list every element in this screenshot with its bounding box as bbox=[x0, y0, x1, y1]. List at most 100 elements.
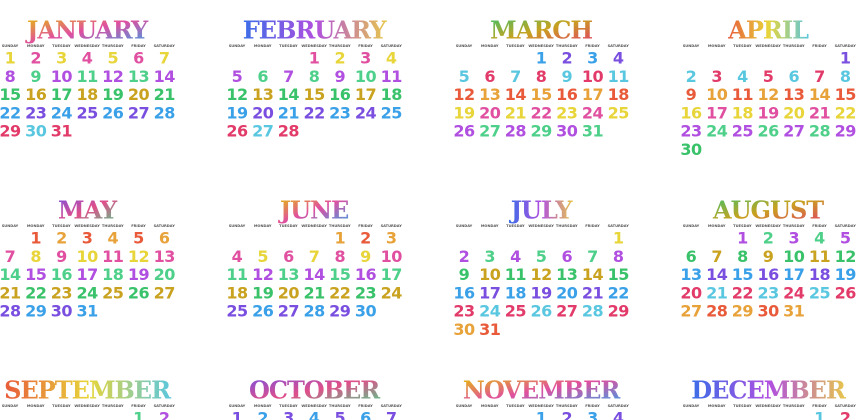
day-number: 13 bbox=[556, 265, 577, 284]
weekday-label: SUNDAY bbox=[229, 44, 246, 48]
day-number: 16 bbox=[25, 85, 47, 104]
day-number: 24 bbox=[381, 283, 403, 302]
day-number: 5 bbox=[334, 409, 345, 420]
day-number: 25 bbox=[608, 103, 630, 122]
weekday-label: FRIDAY bbox=[358, 224, 373, 228]
day-number: 19 bbox=[128, 265, 150, 284]
day-number: 4 bbox=[814, 229, 825, 248]
day-number: 1 bbox=[133, 409, 144, 420]
day-number: 31 bbox=[51, 122, 73, 141]
day-number: 8 bbox=[334, 247, 345, 266]
weekday-label: SUNDAY bbox=[2, 404, 19, 408]
day-number: 9 bbox=[56, 247, 67, 266]
weekday-label: THURSDAY bbox=[102, 404, 124, 408]
day-number: 20 bbox=[680, 283, 702, 302]
day-number: 9 bbox=[360, 247, 371, 266]
day-number: 23 bbox=[757, 283, 778, 302]
day-number: 18 bbox=[381, 85, 403, 104]
day-number: 17 bbox=[76, 265, 97, 284]
weekday-label: WEDNESDAY bbox=[528, 404, 554, 408]
weekday-label: TUESDAY bbox=[279, 44, 298, 48]
day-number: 4 bbox=[737, 67, 748, 86]
weekday-label: FRIDAY bbox=[131, 224, 146, 228]
weekday-label: THURSDAY bbox=[102, 44, 124, 48]
weekday-label: MONDAY bbox=[481, 44, 499, 48]
day-number: 24 bbox=[355, 103, 377, 122]
day-number: 22 bbox=[0, 103, 21, 122]
weekday-label: MONDAY bbox=[708, 44, 726, 48]
day-number: 18 bbox=[732, 103, 754, 122]
day-number: 4 bbox=[386, 49, 397, 68]
day-number: 11 bbox=[226, 265, 248, 284]
day-number: 12 bbox=[226, 85, 247, 104]
day-number: 2 bbox=[561, 49, 572, 68]
month-title: JULY bbox=[509, 196, 574, 225]
day-number: 2 bbox=[459, 247, 470, 266]
day-number: 13 bbox=[128, 67, 149, 86]
month-title: MAY bbox=[58, 196, 118, 225]
weekday-label: WEDNESDAY bbox=[301, 44, 327, 48]
day-number: 8 bbox=[309, 67, 320, 86]
day-number: 24 bbox=[76, 283, 98, 302]
month-title: SEPTEMBER bbox=[4, 376, 172, 405]
day-number: 20 bbox=[128, 85, 150, 104]
weekday-label: THURSDAY bbox=[556, 404, 578, 408]
day-number: 16 bbox=[556, 85, 578, 104]
month-title: DECEMBER bbox=[691, 376, 847, 405]
day-number: 23 bbox=[556, 103, 577, 122]
day-number: 1 bbox=[814, 409, 825, 420]
day-number: 28 bbox=[154, 103, 176, 122]
day-number: 6 bbox=[360, 409, 371, 420]
day-number: 2 bbox=[686, 67, 697, 86]
day-number: 28 bbox=[706, 302, 728, 321]
day-number: 27 bbox=[128, 103, 149, 122]
day-number: 2 bbox=[360, 229, 371, 248]
day-number: 29 bbox=[835, 122, 857, 141]
day-number: 25 bbox=[226, 302, 248, 321]
day-number: 3 bbox=[587, 49, 598, 68]
weekday-label: WEDNESDAY bbox=[755, 224, 781, 228]
weekday-label: SUNDAY bbox=[2, 224, 19, 228]
weekday-label: FRIDAY bbox=[812, 44, 827, 48]
day-number: 4 bbox=[613, 409, 624, 420]
day-number: 12 bbox=[835, 247, 856, 266]
weekday-label: SUNDAY bbox=[456, 404, 473, 408]
weekday-label: WEDNESDAY bbox=[755, 404, 781, 408]
day-number: 7 bbox=[587, 247, 598, 266]
weekday-label: MONDAY bbox=[27, 44, 45, 48]
day-number: 15 bbox=[0, 85, 21, 104]
day-number: 13 bbox=[278, 265, 299, 284]
weekday-label: MONDAY bbox=[27, 224, 45, 228]
month-title: JANUARY bbox=[25, 16, 149, 45]
day-number: 13 bbox=[479, 85, 500, 104]
month-title: AUGUST bbox=[712, 196, 824, 225]
day-number: 6 bbox=[484, 67, 495, 86]
day-number: 9 bbox=[459, 265, 470, 284]
day-number: 3 bbox=[711, 67, 722, 86]
day-number: 23 bbox=[329, 103, 350, 122]
day-number: 15 bbox=[303, 85, 325, 104]
day-number: 31 bbox=[582, 122, 604, 141]
day-number: 3 bbox=[386, 229, 397, 248]
day-number: 5 bbox=[763, 67, 774, 86]
day-number: 6 bbox=[283, 247, 294, 266]
day-number: 13 bbox=[783, 85, 804, 104]
day-number: 31 bbox=[479, 320, 501, 339]
day-number: 28 bbox=[809, 122, 831, 141]
weekday-label: TUESDAY bbox=[52, 404, 71, 408]
weekday-label: FRIDAY bbox=[812, 404, 827, 408]
day-number: 22 bbox=[732, 283, 753, 302]
day-number: 4 bbox=[309, 409, 320, 420]
weekday-label: FRIDAY bbox=[812, 224, 827, 228]
day-number: 23 bbox=[25, 103, 46, 122]
day-number: 25 bbox=[732, 122, 754, 141]
day-number: 10 bbox=[706, 85, 728, 104]
day-number: 2 bbox=[30, 49, 41, 68]
day-number: 28 bbox=[582, 302, 604, 321]
day-number: 21 bbox=[303, 283, 325, 302]
weekday-label: TUESDAY bbox=[733, 44, 752, 48]
day-number: 27 bbox=[252, 122, 273, 141]
day-number: 20 bbox=[556, 283, 578, 302]
day-number: 6 bbox=[788, 67, 799, 86]
